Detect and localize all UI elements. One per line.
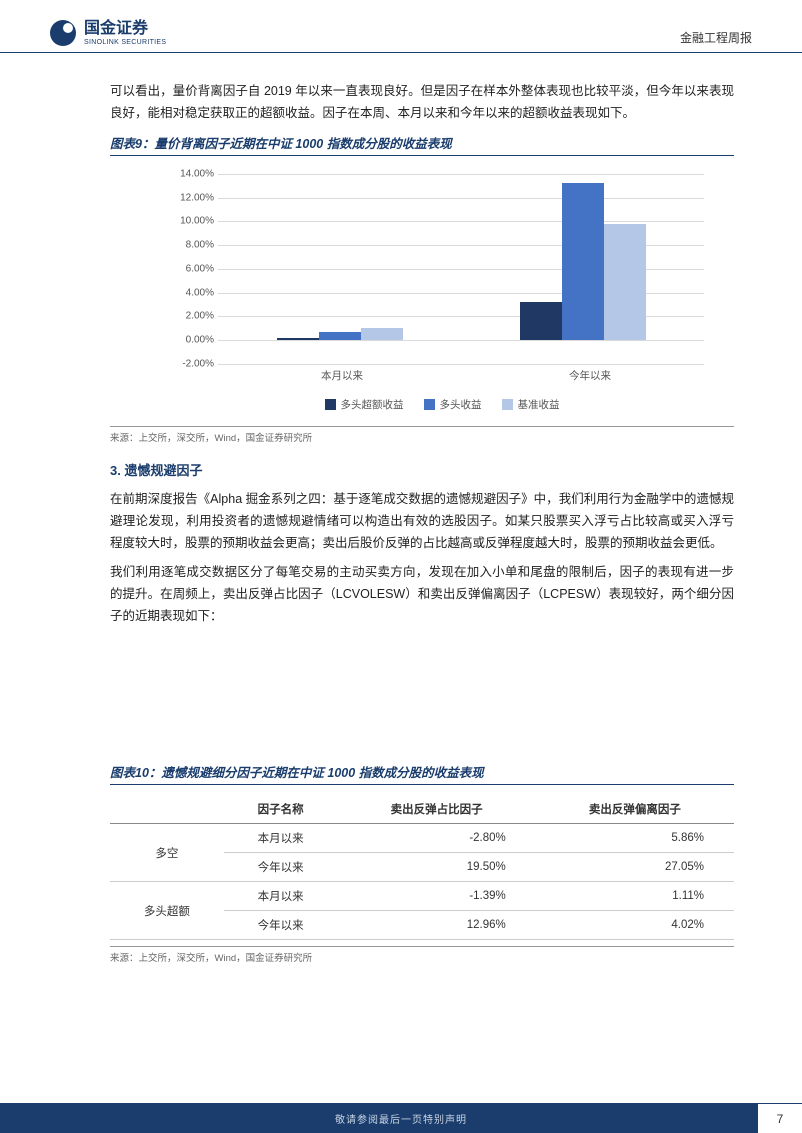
legend-swatch bbox=[424, 399, 435, 410]
bar bbox=[604, 224, 646, 340]
logo-icon bbox=[50, 20, 76, 46]
value-cell: 19.50% bbox=[338, 853, 536, 882]
value-cell: -1.39% bbox=[338, 882, 536, 911]
figure9-source: 来源：上交所，深交所，Wind，国金证券研究所 bbox=[110, 426, 734, 444]
brand-name-en: SINOLINK SECURITIES bbox=[84, 39, 166, 46]
y-axis-label: 8.00% bbox=[170, 240, 214, 251]
period-cell: 今年以来 bbox=[224, 853, 338, 882]
legend-item: 多头收益 bbox=[424, 397, 482, 412]
chart-legend: 多头超额收益 多头收益 基准收益 bbox=[170, 397, 714, 412]
bar-group bbox=[218, 174, 461, 364]
figure10-table: 因子名称卖出反弹占比因子卖出反弹偏离因子多空本月以来-2.80%5.86%今年以… bbox=[110, 795, 734, 940]
legend-label: 基准收益 bbox=[518, 397, 560, 412]
y-axis-label: 14.00% bbox=[170, 168, 214, 179]
bar bbox=[520, 302, 562, 340]
legend-item: 基准收益 bbox=[502, 397, 560, 412]
section3-para1: 在前期深度报告《Alpha 掘金系列之四：基于逐笔成交数据的遗憾规避因子》中，我… bbox=[110, 489, 734, 555]
legend-item: 多头超额收益 bbox=[325, 397, 404, 412]
x-axis-label: 本月以来 bbox=[218, 364, 466, 383]
page-number: 7 bbox=[758, 1103, 802, 1133]
bar bbox=[277, 338, 319, 340]
y-axis-label: 10.00% bbox=[170, 216, 214, 227]
table-header: 卖出反弹占比因子 bbox=[338, 795, 536, 824]
legend-swatch bbox=[325, 399, 336, 410]
section3-para2: 我们利用逐笔成交数据区分了每笔交易的主动买卖方向，发现在加入小单和尾盘的限制后，… bbox=[110, 562, 734, 628]
y-axis-label: -2.00% bbox=[170, 358, 214, 369]
doc-type: 金融工程周报 bbox=[680, 29, 752, 46]
brand-name-cn: 国金证券 bbox=[84, 21, 166, 37]
figure9-chart: -2.00% 0.00% 2.00% 4.00% 6.00% 8.00% 10.00% 12.… bbox=[110, 166, 734, 420]
table-row: 多空本月以来-2.80%5.86% bbox=[110, 824, 734, 853]
bar-group bbox=[461, 174, 704, 364]
row-group-label: 多头超额 bbox=[110, 882, 224, 940]
bar bbox=[361, 328, 403, 340]
page-content: 可以看出，量价背离因子自 2019 年以来一直表现良好。但是因子在样本外整体表现… bbox=[0, 53, 802, 964]
page-footer: 敬请参阅最后一页特别声明 7 bbox=[0, 1103, 802, 1133]
figure10-source: 来源：上交所，深交所，Wind，国金证券研究所 bbox=[110, 946, 734, 964]
period-cell: 今年以来 bbox=[224, 911, 338, 940]
y-axis-label: 4.00% bbox=[170, 287, 214, 298]
value-cell: 4.02% bbox=[536, 911, 734, 940]
intro-paragraph: 可以看出，量价背离因子自 2019 年以来一直表现良好。但是因子在样本外整体表现… bbox=[110, 81, 734, 125]
grid-line bbox=[218, 364, 704, 365]
legend-label: 多头收益 bbox=[440, 397, 482, 412]
value-cell: 5.86% bbox=[536, 824, 734, 853]
figure10-title: 图表10：遗憾规避细分因子近期在中证 1000 指数成分股的收益表现 bbox=[110, 762, 734, 785]
value-cell: 1.11% bbox=[536, 882, 734, 911]
y-axis-label: 12.00% bbox=[170, 192, 214, 203]
footer-disclaimer: 敬请参阅最后一页特别声明 bbox=[335, 1111, 467, 1126]
value-cell: 12.96% bbox=[338, 911, 536, 940]
bar bbox=[562, 183, 604, 340]
table-header: 因子名称 bbox=[224, 795, 338, 824]
legend-label: 多头超额收益 bbox=[341, 397, 404, 412]
period-cell: 本月以来 bbox=[224, 882, 338, 911]
bar bbox=[319, 332, 361, 340]
y-axis-label: 0.00% bbox=[170, 335, 214, 346]
brand-logo: 国金证券 SINOLINK SECURITIES bbox=[50, 20, 166, 46]
section3-heading: 3. 遗憾规避因子 bbox=[110, 460, 734, 479]
x-axis-label: 今年以来 bbox=[466, 364, 714, 383]
y-axis-label: 2.00% bbox=[170, 311, 214, 322]
table-row: 多头超额本月以来-1.39%1.11% bbox=[110, 882, 734, 911]
y-axis-label: 6.00% bbox=[170, 263, 214, 274]
value-cell: 27.05% bbox=[536, 853, 734, 882]
period-cell: 本月以来 bbox=[224, 824, 338, 853]
page-header: 国金证券 SINOLINK SECURITIES 金融工程周报 bbox=[0, 0, 802, 53]
row-group-label: 多空 bbox=[110, 824, 224, 882]
table-header: 卖出反弹偏离因子 bbox=[536, 795, 734, 824]
value-cell: -2.80% bbox=[338, 824, 536, 853]
legend-swatch bbox=[502, 399, 513, 410]
table-header bbox=[110, 795, 224, 824]
figure9-title: 图表9：量价背离因子近期在中证 1000 指数成分股的收益表现 bbox=[110, 133, 734, 156]
